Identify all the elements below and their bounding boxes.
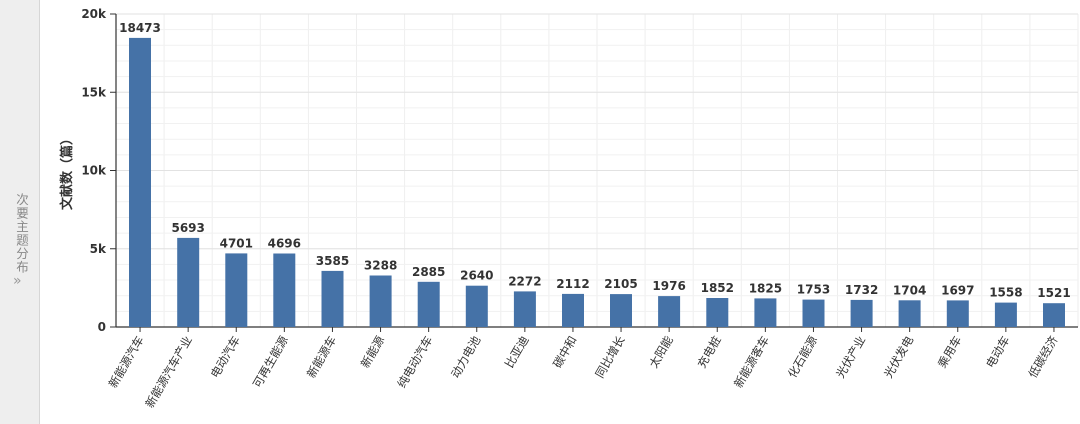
- bar: [465, 285, 488, 327]
- bar: [1043, 303, 1065, 327]
- bar-value-label: 1697: [941, 283, 974, 297]
- bar: [129, 37, 151, 328]
- bar-value-label: 2105: [604, 277, 637, 291]
- y-tick-label: 15k: [81, 85, 107, 99]
- x-tick-label: 充电桩: [695, 334, 724, 371]
- bar-value-label: 2885: [412, 265, 445, 279]
- x-tick-label: 碳中和: [550, 334, 579, 371]
- x-tick-label: 同比增长: [592, 333, 627, 380]
- bar-value-label: 1521: [1037, 286, 1070, 300]
- x-tick-label: 太阳能: [646, 333, 676, 370]
- chart-area: 0 5k 10k 15k 20k 18473 新能源汽车 5693 新能源汽车产业 4701 电动…: [40, 0, 1080, 424]
- label-layer: 18473 新能源汽车 5693 新能源汽车产业 4701 电动汽车 4696 可再生能源 35…: [106, 21, 1071, 410]
- bar-layer: [129, 37, 1065, 328]
- bar: [562, 293, 584, 327]
- x-tick-label: 新能源汽车产业: [142, 334, 194, 411]
- y-tick-label: 5k: [90, 242, 107, 256]
- y-tick-label: 10k: [81, 164, 107, 178]
- bar-value-label: 1704: [893, 283, 926, 297]
- bar: [706, 298, 729, 327]
- x-tick-label: 新能源车: [304, 334, 339, 381]
- x-tick-label: 动力电池: [448, 333, 483, 380]
- bar: [177, 237, 200, 327]
- bar: [802, 299, 825, 327]
- bar-value-label: 2112: [556, 277, 589, 291]
- bar-value-label: 1852: [701, 281, 734, 295]
- x-tick-label: 光伏发电: [881, 333, 916, 380]
- bar-value-label: 1753: [797, 283, 830, 297]
- bar-value-label: 1558: [989, 286, 1022, 300]
- x-tick-label: 纯电动汽车: [394, 334, 435, 391]
- bar-value-label: 5693: [171, 221, 204, 235]
- bar-value-label: 1732: [845, 283, 878, 297]
- bar: [754, 298, 777, 327]
- bar: [225, 253, 248, 327]
- bar-value-label: 2640: [460, 269, 493, 283]
- x-tick-label: 光伏产业: [833, 334, 868, 381]
- y-tick-label: 20k: [81, 7, 107, 21]
- grid-layer: [115, 13, 1079, 327]
- x-tick-label: 电动汽车: [208, 334, 243, 381]
- side-panel-label: 次要主题分布: [14, 193, 29, 274]
- bar: [658, 296, 681, 327]
- x-tick-label: 可再生能源: [250, 333, 291, 390]
- bar: [994, 302, 1017, 327]
- bar-value-label: 3585: [316, 254, 349, 268]
- bar-value-label: 1825: [749, 281, 782, 295]
- bar: [273, 253, 296, 327]
- x-tick-label: 低碳经济: [1025, 333, 1060, 380]
- x-tick-label: 新能源: [358, 333, 388, 370]
- bar: [417, 281, 440, 327]
- bar-value-label: 3288: [364, 259, 397, 273]
- y-axis-title: 文献数（篇）: [59, 132, 75, 210]
- bar: [946, 300, 969, 327]
- bar-chart: 0 5k 10k 15k 20k 18473 新能源汽车 5693 新能源汽车产业 4701 电动…: [59, 7, 1079, 410]
- bar-value-label: 1976: [652, 279, 685, 293]
- double-chevron-right-icon: »: [13, 273, 22, 289]
- bar-value-label: 2272: [508, 274, 541, 288]
- bar: [321, 270, 344, 327]
- bar: [850, 299, 873, 327]
- bar-value-label: 4701: [220, 236, 253, 250]
- side-panel-toggle[interactable]: 次要主题分布 »: [0, 0, 40, 424]
- bar: [610, 294, 632, 327]
- bar: [369, 275, 392, 327]
- x-tick-label: 乘用车: [935, 334, 964, 371]
- x-tick-label: 比亚迪: [502, 333, 532, 370]
- x-tick-label: 化石能源: [785, 333, 820, 380]
- x-tick-label: 新能源汽车: [106, 334, 147, 391]
- x-tick-label: 新能源客车: [731, 334, 772, 391]
- bar: [513, 291, 536, 327]
- bar-value-label: 18473: [119, 21, 161, 35]
- bar: [898, 300, 921, 327]
- x-tick-label: 电动车: [983, 334, 1012, 371]
- y-tick-label: 0: [98, 320, 106, 334]
- bar-value-label: 4696: [268, 237, 301, 251]
